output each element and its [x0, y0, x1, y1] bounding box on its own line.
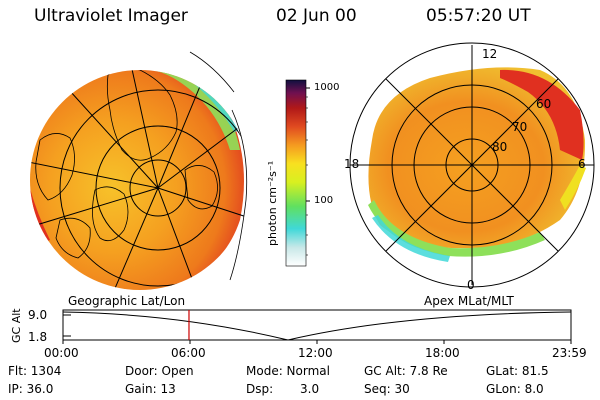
geographic-map — [30, 51, 250, 290]
mlt-label-0: 0 — [467, 278, 475, 292]
info-glat: GLat: 81.5 — [486, 364, 549, 378]
timeline-tick-1800: 18:00 — [425, 346, 460, 360]
mlat-label-70: 70 — [512, 120, 528, 134]
info-gc-alt: GC Alt: 7.8 Re — [364, 364, 448, 378]
info-dsp-value: 3.0 — [300, 382, 320, 396]
mlt-label-18: 18 — [344, 157, 360, 171]
timeline-y-top: 9.0 — [28, 308, 48, 322]
mlt-label-12: 12 — [482, 47, 498, 61]
colorbar-unit-label: photon cm⁻²s⁻¹ — [266, 160, 279, 246]
timeline-tick-0600: 06:00 — [171, 346, 206, 360]
magnetic-map — [349, 42, 595, 288]
info-glon: GLon: 8.0 — [486, 382, 544, 396]
info-gain: Gain: 13 — [125, 382, 176, 396]
mlat-label-80: 80 — [492, 140, 508, 154]
colorbar — [285, 79, 310, 267]
mlt-label-6: 6 — [578, 157, 586, 171]
colorbar-tick-100: 100 — [314, 195, 334, 206]
timeline-tick-0000: 00:00 — [44, 346, 79, 360]
timeline-right-title: Apex MLat/MLT — [424, 294, 514, 308]
colorbar-tick-1000: 1000 — [314, 82, 340, 93]
info-seq: Seq: 30 — [364, 382, 410, 396]
info-flight: Flt: 1304 — [8, 364, 62, 378]
info-dsp-label: Dsp: — [246, 382, 274, 396]
timeline-tick-2359: 23:59 — [552, 346, 587, 360]
timeline-left-title: Geographic Lat/Lon — [68, 294, 186, 308]
imager-title: Ultraviolet Imager — [34, 6, 188, 26]
timeline-axis-label: GC Alt — [10, 308, 23, 343]
header-time: 05:57:20 UT — [426, 6, 531, 26]
info-mode: Mode: Normal — [246, 364, 330, 378]
info-ip: IP: 36.0 — [8, 382, 54, 396]
timeline-tick-1200: 12:00 — [298, 346, 333, 360]
mlat-label-60: 60 — [536, 97, 552, 111]
timeline-y-bottom: 1.8 — [28, 330, 48, 344]
altitude-timeline — [62, 309, 572, 344]
info-door: Door: Open — [125, 364, 194, 378]
header-date: 02 Jun 00 — [276, 6, 357, 26]
